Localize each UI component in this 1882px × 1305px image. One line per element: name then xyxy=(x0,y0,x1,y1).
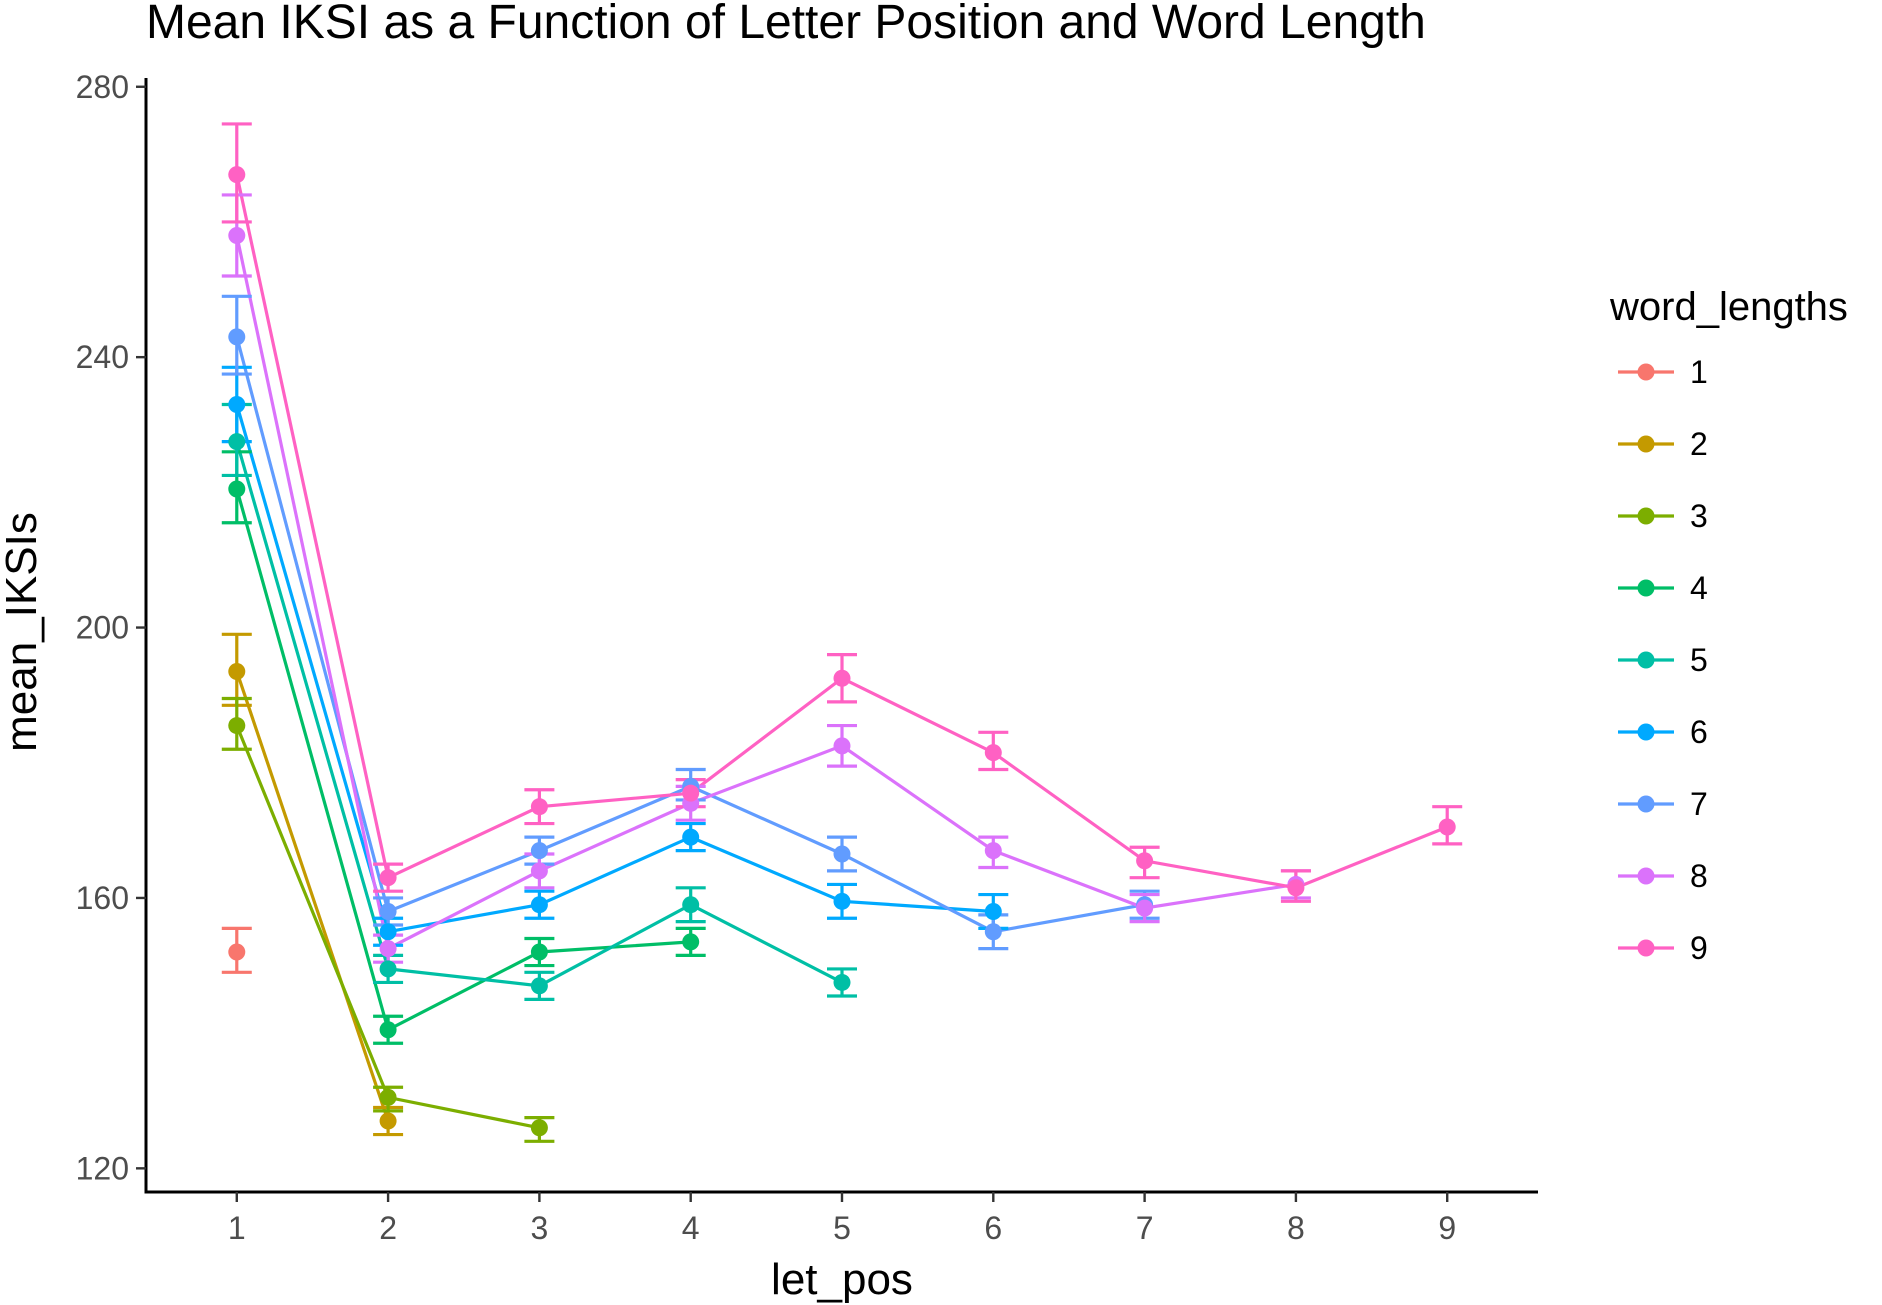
data-point-9-2 xyxy=(379,869,397,887)
data-point-5-5 xyxy=(833,973,851,991)
legend-label: 8 xyxy=(1690,858,1708,894)
data-point-5-4 xyxy=(682,896,700,914)
series-line-4 xyxy=(235,488,691,1033)
data-point-3-1 xyxy=(228,717,246,735)
legend-item-7: 7 xyxy=(1618,786,1708,822)
series-line-2 xyxy=(235,670,390,1122)
data-point-4-2 xyxy=(379,1021,397,1039)
data-point-8-3 xyxy=(530,862,548,880)
data-point-9-3 xyxy=(530,798,548,816)
data-points xyxy=(228,166,1456,1137)
legend: word_lengths 1 2 3 4 5 6 7 8 9 xyxy=(1609,285,1848,966)
series-line-8 xyxy=(235,235,1297,951)
data-point-7-1 xyxy=(228,328,246,346)
data-point-6-5 xyxy=(833,892,851,910)
legend-key-point xyxy=(1637,363,1655,381)
data-point-8-7 xyxy=(1136,899,1154,917)
data-point-9-6 xyxy=(984,744,1002,762)
data-point-9-8 xyxy=(1287,879,1305,897)
series-line-6 xyxy=(235,404,994,934)
data-point-6-6 xyxy=(984,902,1002,920)
data-point-9-7 xyxy=(1136,852,1154,870)
x-axis-title: let_pos xyxy=(771,1255,913,1304)
data-point-9-4 xyxy=(682,784,700,802)
x-tick-label: 3 xyxy=(530,1210,548,1246)
legend-title: word_lengths xyxy=(1609,285,1848,329)
data-point-9-1 xyxy=(228,166,246,184)
legend-label: 9 xyxy=(1690,930,1708,966)
legend-label: 3 xyxy=(1690,498,1708,534)
data-point-8-6 xyxy=(984,842,1002,860)
data-point-6-1 xyxy=(228,395,246,413)
x-tick-label: 5 xyxy=(833,1210,851,1246)
x-tick-label: 1 xyxy=(228,1210,246,1246)
data-point-2-2 xyxy=(379,1112,397,1130)
data-point-8-1 xyxy=(228,226,246,244)
x-tick-label: 8 xyxy=(1287,1210,1305,1246)
y-tick-label: 280 xyxy=(76,69,129,105)
data-point-7-6 xyxy=(984,923,1002,941)
y-tick-label: 120 xyxy=(76,1150,129,1186)
data-point-6-2 xyxy=(379,923,397,941)
x-tick-label: 6 xyxy=(984,1210,1002,1246)
data-point-5-1 xyxy=(228,433,246,451)
legend-key-point xyxy=(1637,435,1655,453)
legend-label: 4 xyxy=(1690,570,1708,606)
data-point-6-3 xyxy=(530,896,548,914)
data-point-5-3 xyxy=(530,977,548,995)
x-tick-label: 7 xyxy=(1136,1210,1154,1246)
series-line-9 xyxy=(235,174,1448,890)
data-point-2-1 xyxy=(228,662,246,680)
legend-item-4: 4 xyxy=(1618,570,1708,606)
data-point-1-1 xyxy=(228,943,246,961)
x-tick-label: 4 xyxy=(682,1210,700,1246)
data-point-8-2 xyxy=(379,940,397,958)
y-tick-label: 240 xyxy=(76,339,129,375)
data-point-9-9 xyxy=(1438,818,1456,836)
legend-label: 5 xyxy=(1690,642,1708,678)
data-point-4-4 xyxy=(682,933,700,951)
legend-item-2: 2 xyxy=(1618,426,1708,462)
data-point-6-4 xyxy=(682,828,700,846)
x-tick-label: 2 xyxy=(379,1210,397,1246)
data-point-8-5 xyxy=(833,737,851,755)
legend-item-6: 6 xyxy=(1618,714,1708,750)
data-point-9-5 xyxy=(833,669,851,687)
legend-label: 2 xyxy=(1690,426,1708,462)
legend-key-point xyxy=(1637,579,1655,597)
data-point-7-3 xyxy=(530,842,548,860)
data-point-5-2 xyxy=(379,960,397,978)
legend-item-9: 9 xyxy=(1618,930,1708,966)
legend-key-point xyxy=(1637,939,1655,957)
data-point-3-2 xyxy=(379,1088,397,1106)
legend-key-point xyxy=(1637,795,1655,813)
legend-key-point xyxy=(1637,651,1655,669)
data-point-7-5 xyxy=(833,845,851,863)
legend-key-point xyxy=(1637,723,1655,741)
legend-item-5: 5 xyxy=(1618,642,1708,678)
y-tick-label: 200 xyxy=(76,610,129,646)
data-point-4-3 xyxy=(530,943,548,961)
axes: 1 2 3 4 5 6 7 8 9 120 160 200 240 280 xyxy=(76,69,1538,1246)
legend-item-8: 8 xyxy=(1618,858,1708,894)
chart-title: Mean IKSI as a Function of Letter Positi… xyxy=(146,0,1426,49)
legend-label: 1 xyxy=(1690,354,1708,390)
legend-item-1: 1 xyxy=(1618,354,1708,390)
x-tick-label: 9 xyxy=(1438,1210,1456,1246)
legend-key-point xyxy=(1637,507,1655,525)
legend-key-point xyxy=(1637,867,1655,885)
legend-item-3: 3 xyxy=(1618,498,1708,534)
y-axis-title: mean_IKSIs xyxy=(0,512,46,752)
legend-label: 7 xyxy=(1690,786,1708,822)
data-point-3-3 xyxy=(530,1119,548,1137)
data-point-4-1 xyxy=(228,480,246,498)
data-point-7-2 xyxy=(379,902,397,920)
legend-label: 6 xyxy=(1690,714,1708,750)
y-tick-label: 160 xyxy=(76,880,129,916)
